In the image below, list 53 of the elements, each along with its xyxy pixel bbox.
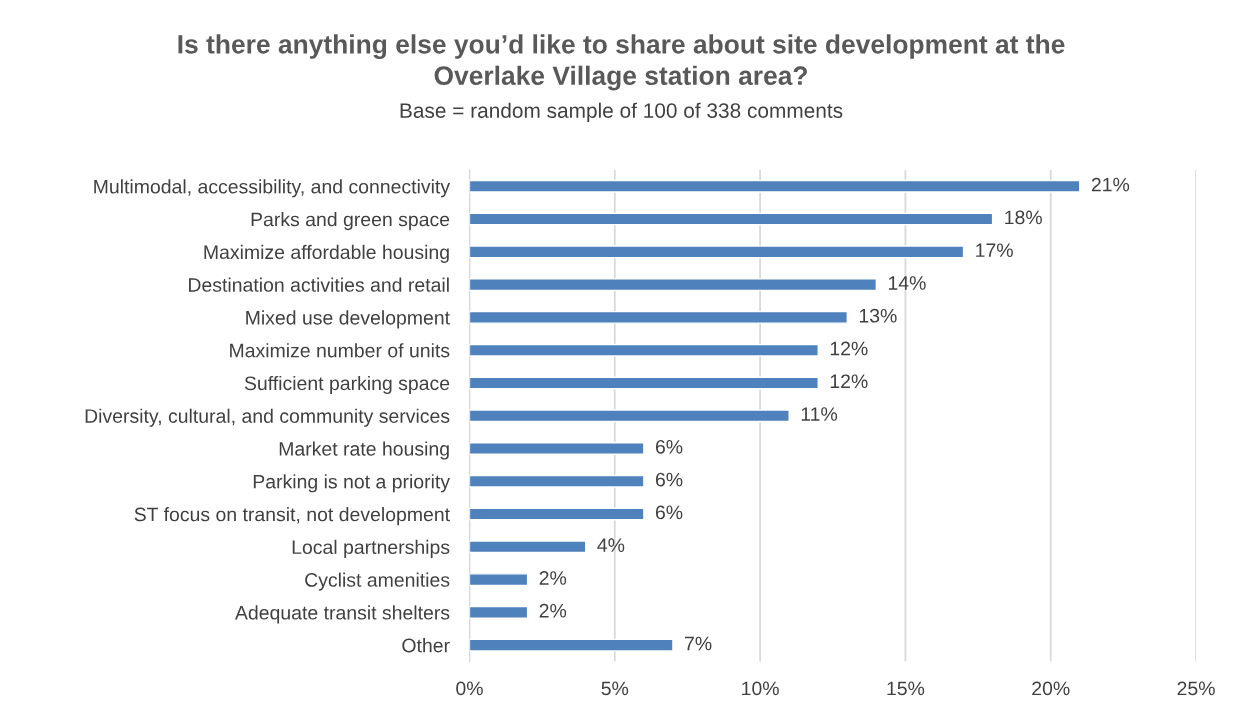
y-tick-label: Parks and green space bbox=[251, 212, 450, 231]
x-tick-label: 20% bbox=[1032, 681, 1070, 696]
data-label: 7% bbox=[685, 636, 712, 651]
data-label: 21% bbox=[1091, 177, 1130, 192]
bar bbox=[469, 474, 645, 488]
data-label: 2% bbox=[539, 603, 567, 618]
y-tick-label: Market rate housing bbox=[279, 441, 449, 460]
data-label: 6% bbox=[655, 472, 683, 487]
y-tick-label: Maximize number of units bbox=[230, 343, 450, 358]
x-tick-label: 15% bbox=[887, 681, 925, 696]
y-tick-label: Diversity, cultural, and community services bbox=[85, 408, 450, 427]
data-label: 4% bbox=[597, 538, 625, 552]
y-tick-label: ST focus on transit, not development bbox=[134, 507, 450, 526]
bar bbox=[469, 343, 819, 357]
data-label: 11% bbox=[801, 407, 838, 421]
bar bbox=[469, 179, 1081, 193]
chart-title: Is there anything else you’d like to share about site development at the Overlake Village station area? bbox=[178, 34, 1065, 91]
chart-subtitle: Base = random sample of 100 of 338 comments bbox=[400, 102, 843, 123]
x-tick-label: 25% bbox=[1177, 681, 1215, 696]
data-label: 12% bbox=[830, 341, 868, 356]
y-tick-label: Local partnerships bbox=[292, 539, 450, 558]
x-tick-label: 10% bbox=[742, 681, 779, 696]
y-tick-label: Cyclist amenities bbox=[305, 572, 450, 591]
y-tick-label: Multimodal, accessibility, and connectivity bbox=[94, 179, 451, 198]
bar bbox=[469, 442, 645, 455]
data-label: 14% bbox=[888, 276, 926, 290]
data-label: 13% bbox=[859, 308, 897, 323]
x-tick-label: 5% bbox=[601, 681, 629, 696]
y-tick-label: Mixed use development bbox=[246, 310, 450, 329]
data-label: 6% bbox=[655, 505, 683, 520]
x-tick-label: 0% bbox=[456, 681, 483, 696]
bar bbox=[469, 638, 674, 652]
y-tick-label: Other bbox=[402, 638, 450, 653]
bar bbox=[469, 507, 645, 521]
y-tick-label: Parking is not a priority bbox=[253, 474, 451, 493]
data-label: 18% bbox=[1005, 210, 1042, 225]
data-label: 12% bbox=[830, 374, 868, 389]
bar bbox=[469, 540, 587, 554]
bar bbox=[469, 573, 529, 587]
data-label: 2% bbox=[539, 571, 567, 585]
y-tick-label: Destination activities and retail bbox=[189, 277, 449, 292]
data-label: 6% bbox=[655, 439, 683, 454]
bar bbox=[469, 376, 819, 390]
y-tick-label: Maximize affordable housing bbox=[204, 244, 449, 263]
bar bbox=[469, 409, 790, 423]
data-label: 17% bbox=[976, 243, 1013, 257]
bar bbox=[469, 245, 965, 259]
bar bbox=[469, 278, 878, 292]
bar bbox=[469, 310, 848, 324]
bar bbox=[469, 605, 529, 619]
bar bbox=[469, 212, 994, 226]
y-tick-label: Adequate transit shelters bbox=[234, 605, 450, 624]
y-tick-label: Sufficient parking space bbox=[244, 375, 450, 395]
